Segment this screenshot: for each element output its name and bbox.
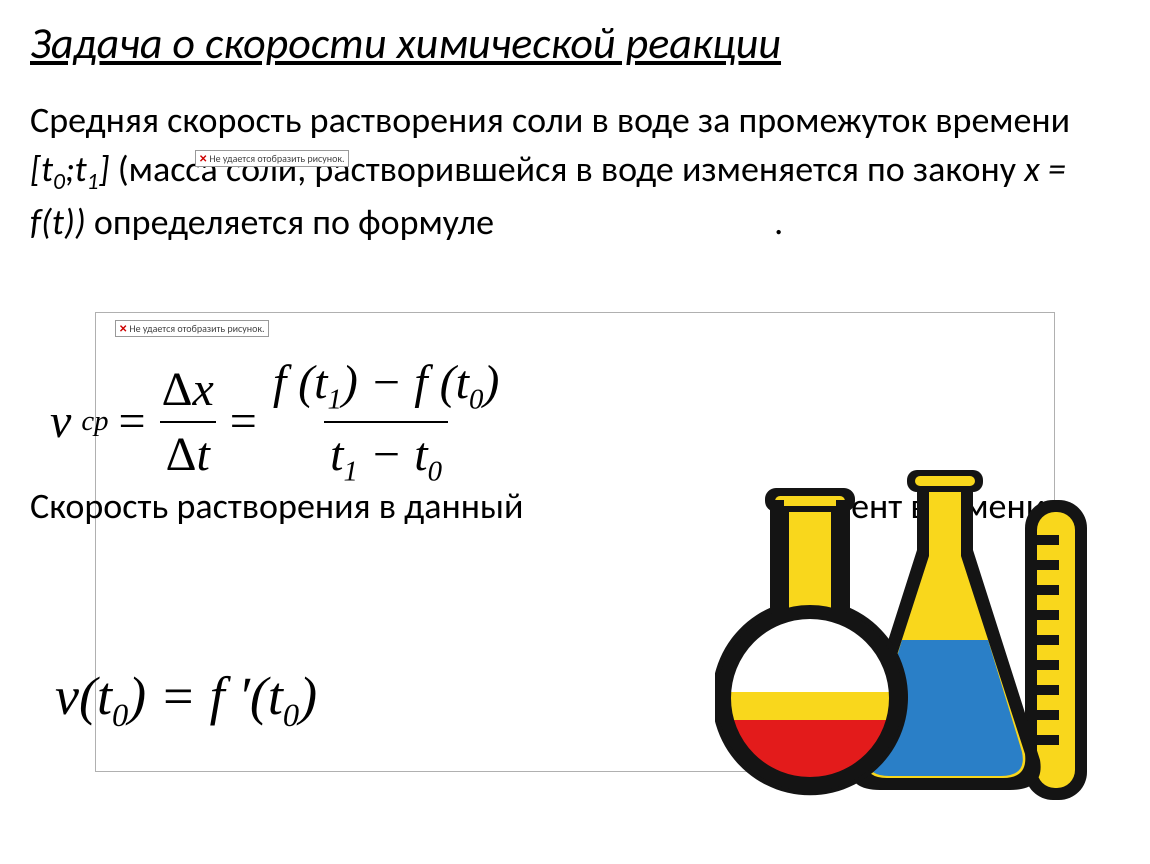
f1-den2: t1 − t0 — [324, 421, 448, 489]
paragraph-1: Средняя скорость растворения соли в воде… — [30, 96, 1110, 247]
broken-image-text-1: Не удается отобразить рисунок. — [209, 152, 344, 165]
f1-num2-zero: 0 — [469, 384, 483, 416]
f2-zero2: 0 — [283, 698, 299, 734]
f1-v: v — [50, 394, 71, 449]
f2-b: ) = f ′(t — [128, 666, 283, 726]
f1-den2-b: − t — [358, 428, 428, 481]
f1-dt: Δt — [160, 421, 216, 482]
round-flask-icon — [715, 488, 908, 795]
f2-zero1: 0 — [112, 698, 128, 734]
slide-title: Задача о скорости химической реакции — [30, 16, 781, 70]
f1-eq1: = — [119, 394, 146, 449]
f1-num2-c: ) — [483, 356, 499, 409]
broken-image-badge-1: ✕Не удается отобразить рисунок. — [195, 150, 349, 167]
f2-c: ) — [299, 666, 317, 726]
interval-sub1: 1 — [87, 168, 99, 196]
interval-open: [t — [30, 147, 53, 191]
p2-text-a: Скорость растворения в данный — [30, 484, 523, 528]
p1-text-a: Средняя скорость растворения соли в воде… — [30, 98, 1070, 142]
f1-num2: f (t1) − f (t0) — [267, 355, 505, 421]
f1-num2-one: 1 — [328, 384, 342, 416]
broken-image-x-icon: ✕ — [119, 322, 127, 335]
chemistry-flasks-icon — [715, 430, 1095, 820]
p1-dot: . — [774, 200, 783, 244]
f1-num2-b: ) − f (t — [342, 356, 469, 409]
f1-dx: Δx — [156, 362, 220, 421]
f1-num2-a: f (t — [273, 356, 328, 409]
f2-a: v(t — [55, 666, 112, 726]
interval-sub0: 0 — [53, 168, 65, 196]
broken-image-x-icon: ✕ — [199, 152, 207, 165]
f1-cp: ср — [81, 405, 108, 438]
p1-text-c: определяется по формуле — [86, 200, 494, 244]
f1-frac1: Δx Δt — [156, 362, 220, 482]
f1-frac2: f (t1) − f (t0) t1 − t0 — [267, 355, 505, 488]
interval-close: ] — [99, 147, 110, 191]
interval-sep: ;t — [65, 147, 87, 191]
f1-eq2: = — [230, 394, 257, 449]
formula-instant-speed: v(t0) = f ′(t0) — [55, 665, 317, 735]
broken-image-badge-2: ✕Не удается отобразить рисунок. — [115, 320, 269, 337]
f1-den2-a: t — [330, 428, 343, 481]
broken-image-text-2: Не удается отобразить рисунок. — [129, 322, 264, 335]
formula-average-speed: vср = Δx Δt = f (t1) − f (t0) t1 − t0 — [50, 355, 505, 488]
